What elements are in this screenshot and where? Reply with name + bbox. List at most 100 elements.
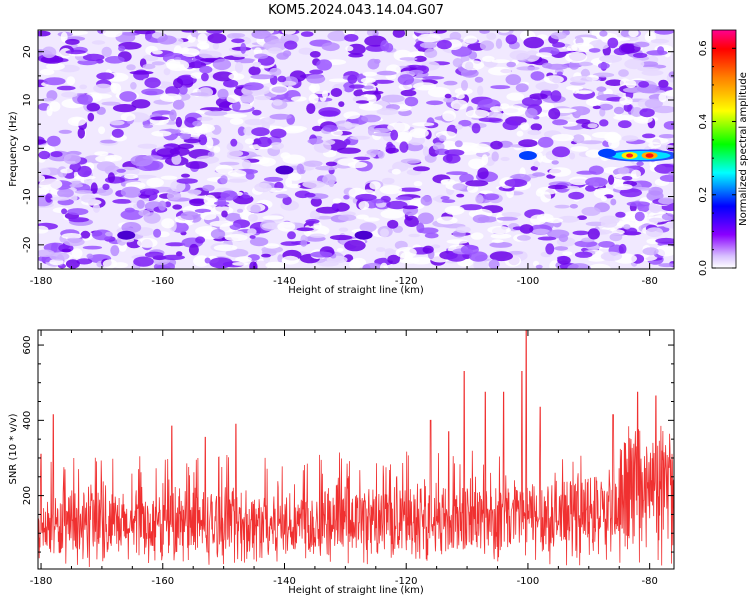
heatmap-speckle (422, 146, 429, 157)
heatmap-speckle (552, 76, 561, 84)
heatmap-speckle (654, 163, 674, 174)
heatmap-speckle (209, 220, 234, 227)
heatmap-speckle (427, 87, 451, 98)
heatmap-speckle (527, 129, 542, 136)
heatmap-speckle (152, 50, 163, 55)
heatmap-speckle (173, 78, 184, 89)
heatmap-speckle (50, 151, 63, 158)
heatmap-speckle (658, 263, 674, 268)
heatmap-speckle (196, 42, 210, 50)
heatmap-feature (518, 151, 537, 161)
heatmap-speckle (277, 75, 287, 83)
heatmap-speckle (302, 180, 326, 189)
heatmap-speckle (366, 149, 381, 156)
heatmap-speckle (271, 86, 288, 93)
snr-panel: -180 -160 -140 -120 -100 -80 200 400 600 Height… (8, 329, 675, 596)
y-tick-label: 0 (22, 145, 33, 151)
heatmap-speckle (204, 257, 211, 264)
colorbar-tick-label: 0.6 (698, 40, 709, 56)
heatmap-speckle (588, 263, 611, 269)
heatmap-speckle (39, 167, 51, 177)
heatmap-feature (610, 151, 671, 161)
heatmap-speckle (419, 42, 438, 49)
heatmap-speckle (49, 252, 70, 261)
heatmap-speckle (77, 165, 92, 178)
heatmap-speckle (212, 71, 235, 82)
figure-title: KOM5.2024.043.14.04.G07 (268, 3, 444, 18)
heatmap-speckle (63, 153, 81, 165)
heatmap-speckle (557, 256, 568, 261)
heatmap-speckle (639, 108, 655, 118)
x-tick-label: -80 (641, 276, 657, 287)
heatmap-speckle (481, 154, 489, 166)
heatmap-speckle (459, 173, 474, 183)
y-tick-label: 20 (22, 45, 33, 58)
heatmap-speckle (450, 99, 468, 110)
heatmap-speckle (217, 88, 229, 100)
snr-frame (37, 329, 675, 570)
heatmap-speckle (571, 42, 594, 53)
heatmap-speckle (207, 151, 215, 157)
heatmap-speckle (418, 227, 439, 234)
heatmap-speckle (498, 30, 510, 33)
heatmap-speckle (617, 167, 630, 175)
heatmap-speckle (506, 61, 516, 68)
heatmap-speckle (645, 227, 664, 238)
heatmap-speckle (248, 214, 258, 222)
heatmap-speckle (454, 87, 473, 95)
heatmap-speckle (98, 126, 106, 135)
heatmap-speckle (375, 247, 386, 252)
heatmap-speckle (402, 205, 419, 210)
heatmap-speckle (386, 200, 408, 210)
heatmap-speckle (187, 189, 202, 194)
heatmap-speckle (663, 121, 674, 130)
heatmap-speckle (642, 133, 656, 139)
heatmap-speckle (309, 51, 321, 58)
heatmap-speckle (417, 212, 434, 225)
heatmap-speckle (420, 195, 433, 206)
heatmap-speckle (251, 127, 270, 137)
heatmap-speckle (171, 154, 182, 165)
heatmap-speckle (68, 217, 89, 223)
heatmap-speckle (461, 80, 468, 91)
heatmap-speckle (530, 123, 542, 131)
heatmap-speckle (576, 170, 597, 175)
heatmap-speckle (360, 77, 376, 84)
heatmap-speckle (218, 101, 234, 112)
heatmap-speckle (90, 182, 98, 194)
heatmap-speckle (220, 175, 228, 185)
heatmap-speckle (592, 105, 601, 110)
heatmap-speckle (228, 73, 245, 81)
heatmap-speckle (234, 61, 244, 73)
heatmap-speckle (374, 59, 381, 64)
heatmap-speckle (124, 173, 138, 180)
heatmap-speckle (232, 53, 249, 58)
heatmap-speckle (588, 48, 601, 53)
heatmap-speckle (358, 201, 370, 210)
heatmap-speckle (310, 197, 322, 207)
heatmap-speckle (520, 122, 530, 131)
x-tick-label: -160 (151, 576, 174, 587)
heatmap-speckle (648, 217, 664, 223)
heatmap-speckle (143, 212, 161, 224)
heatmap-speckle (348, 53, 364, 58)
heatmap-speckle (372, 79, 395, 84)
heatmap-speckle (422, 245, 434, 254)
heatmap-speckle (379, 262, 389, 269)
heatmap-speckle (608, 174, 615, 185)
heatmap-speckle (111, 128, 124, 138)
heatmap-speckle (166, 191, 182, 201)
snr-x-axis-label: Height of straight line (km) (288, 585, 424, 596)
heatmap-speckle (212, 42, 220, 50)
heatmap-speckle (491, 239, 504, 244)
heatmap-speckle (646, 238, 659, 245)
heatmap-speckle (556, 71, 563, 76)
heatmap-speckle (413, 30, 436, 34)
heatmap-speckle (576, 90, 593, 95)
heatmap-speckle (587, 228, 600, 240)
heatmap-speckle (581, 206, 601, 216)
heatmap-speckle (161, 254, 185, 261)
heatmap-speckle (227, 178, 248, 183)
